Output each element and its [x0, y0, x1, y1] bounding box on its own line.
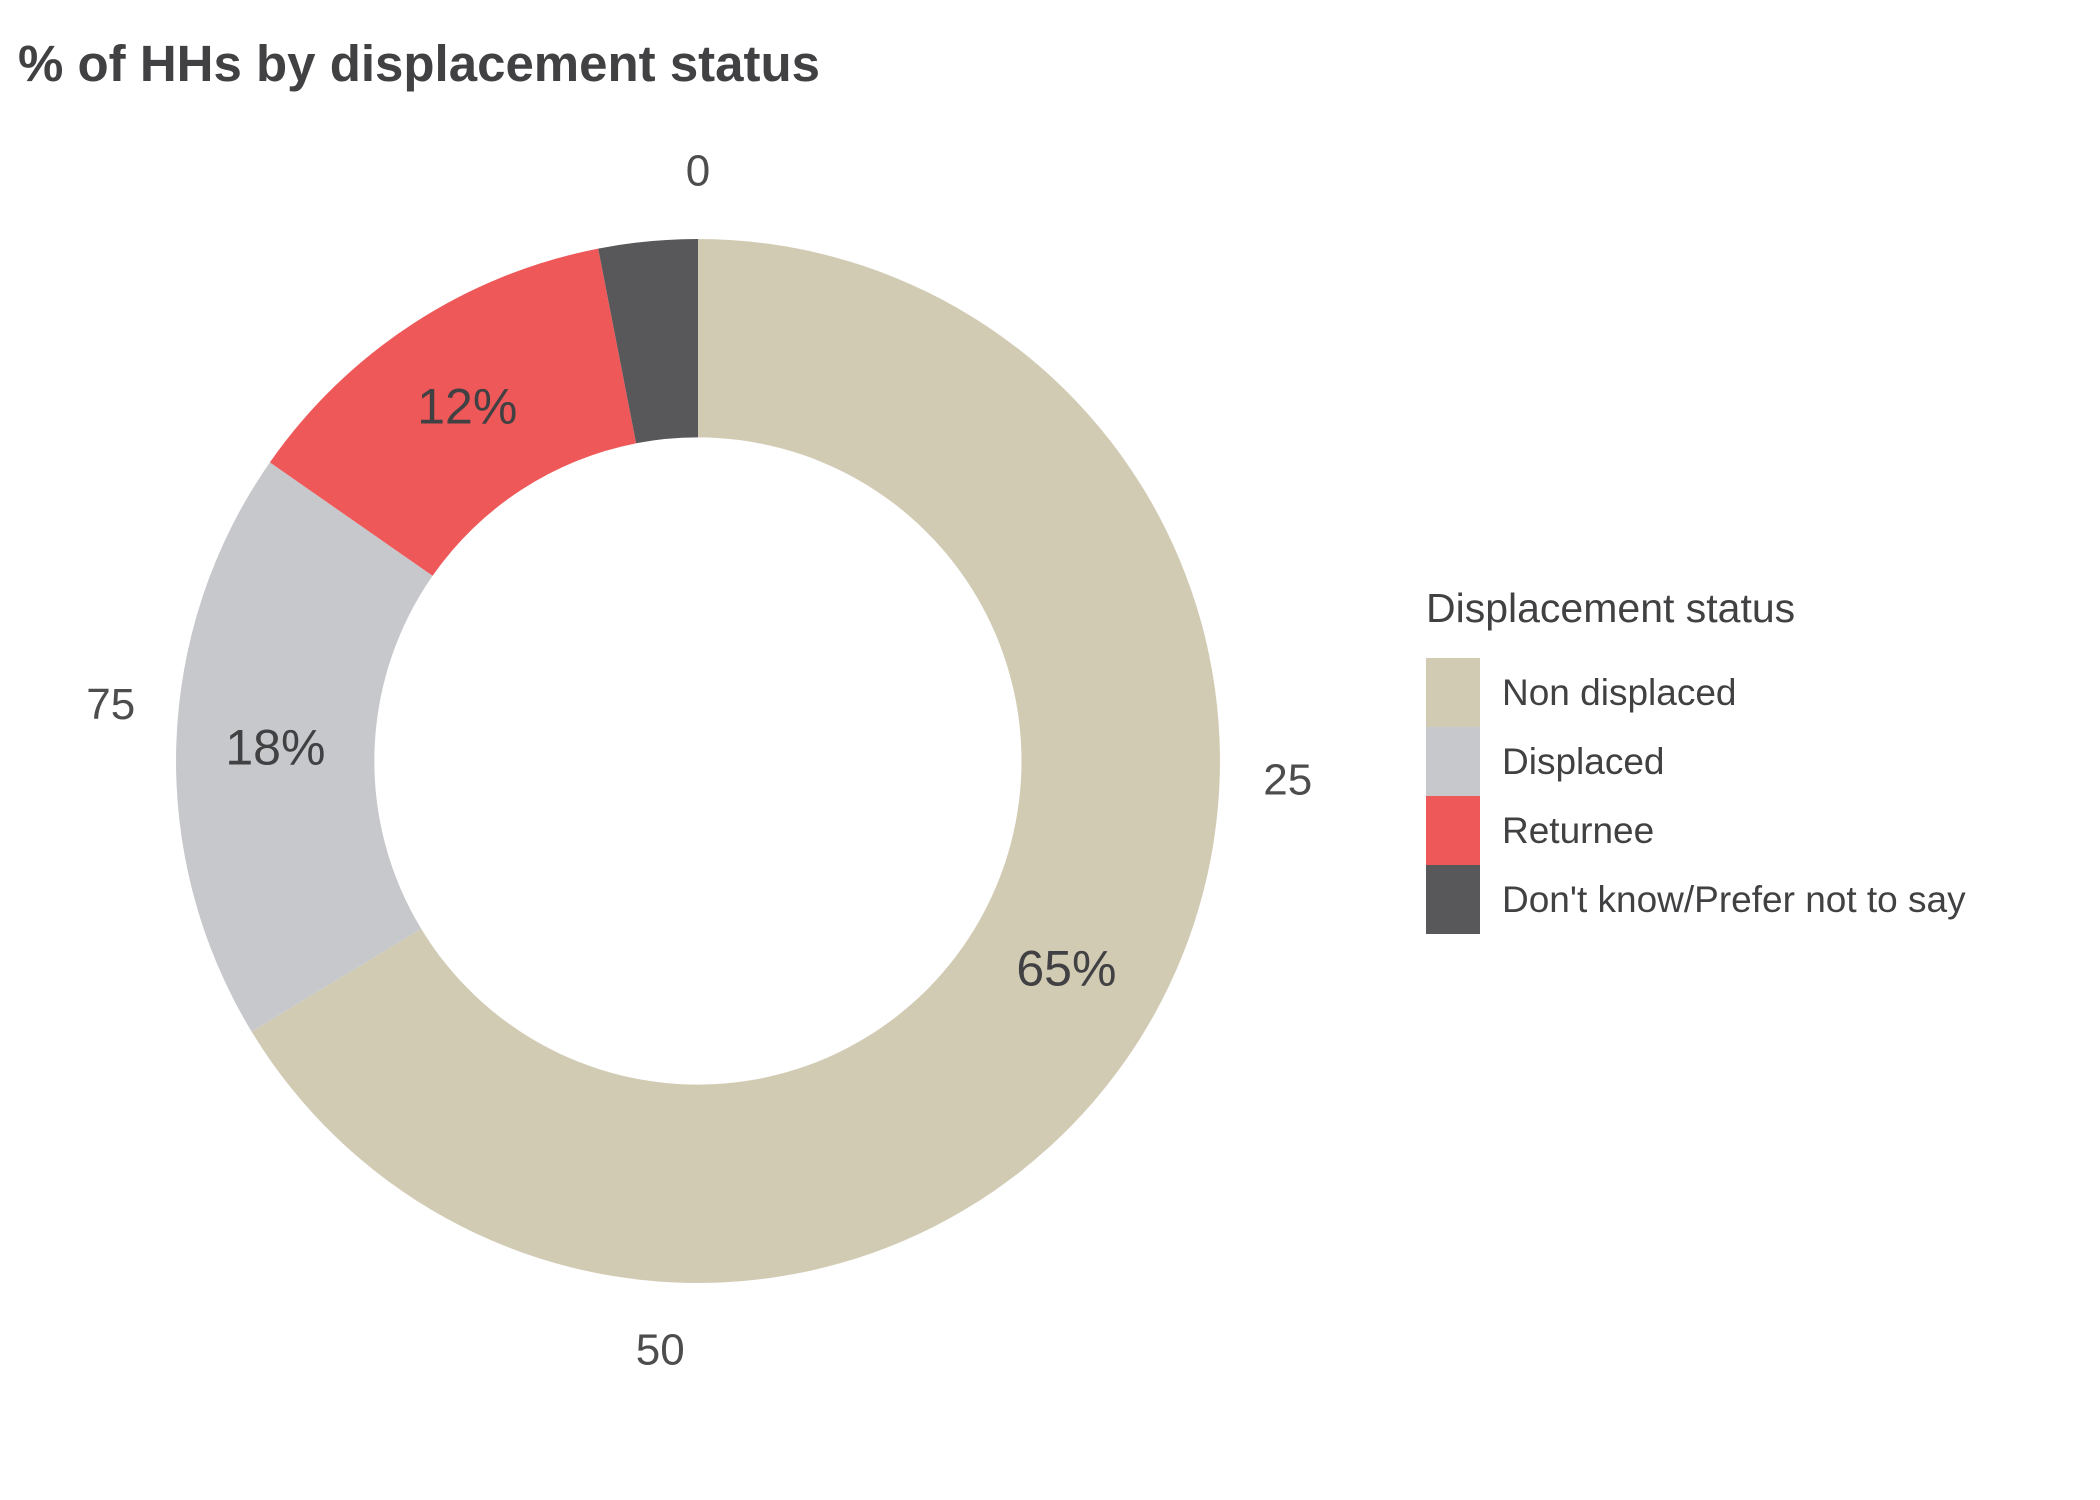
pie-segment-value-label: 65% — [1016, 941, 1116, 997]
legend-swatch-returnee — [1426, 796, 1480, 865]
legend-title: Displacement status — [1426, 585, 1796, 631]
legend-item-returnee: Returnee — [1426, 796, 1966, 865]
legend-items: Non displaced Displaced Returnee Don't know… — [1426, 658, 1966, 934]
legend-label: Returnee — [1502, 809, 1655, 851]
legend-label: Displaced — [1502, 740, 1665, 782]
legend-swatch-displaced — [1426, 727, 1480, 796]
legend-item-non-displaced: Non displaced — [1426, 658, 1966, 727]
pie-segment-don-t-know-prefer-not-to-say — [598, 238, 698, 444]
pie-segment-displaced — [176, 462, 433, 1032]
chart-title: % of HHs by displacement status — [18, 35, 821, 92]
axis-tick-label: 75 — [86, 680, 135, 729]
legend-item-displaced: Displaced — [1426, 727, 1966, 796]
pie-segment-value-label: 18% — [225, 719, 325, 775]
legend-item-don-t-know-prefer-not-to-say: Don't know/Prefer not to say — [1426, 865, 1966, 934]
legend-swatch-don-t-know-prefer-not-to-say — [1426, 865, 1480, 934]
legend-swatch-non-displaced — [1426, 658, 1480, 727]
legend-label: Don't know/Prefer not to say — [1502, 878, 1966, 920]
legend-label: Non displaced — [1502, 671, 1737, 713]
pie-segment-value-label: 12% — [417, 379, 517, 435]
pie-segment-returnee — [269, 248, 637, 576]
axis-tick-label: 50 — [636, 1325, 685, 1374]
legend: Displacement status Non displaced Displac… — [1426, 585, 1966, 934]
axis-tick-label: 25 — [1263, 755, 1312, 804]
pie-segment-non-displaced — [251, 239, 1220, 1283]
axis-tick-label: 0 — [686, 147, 710, 196]
